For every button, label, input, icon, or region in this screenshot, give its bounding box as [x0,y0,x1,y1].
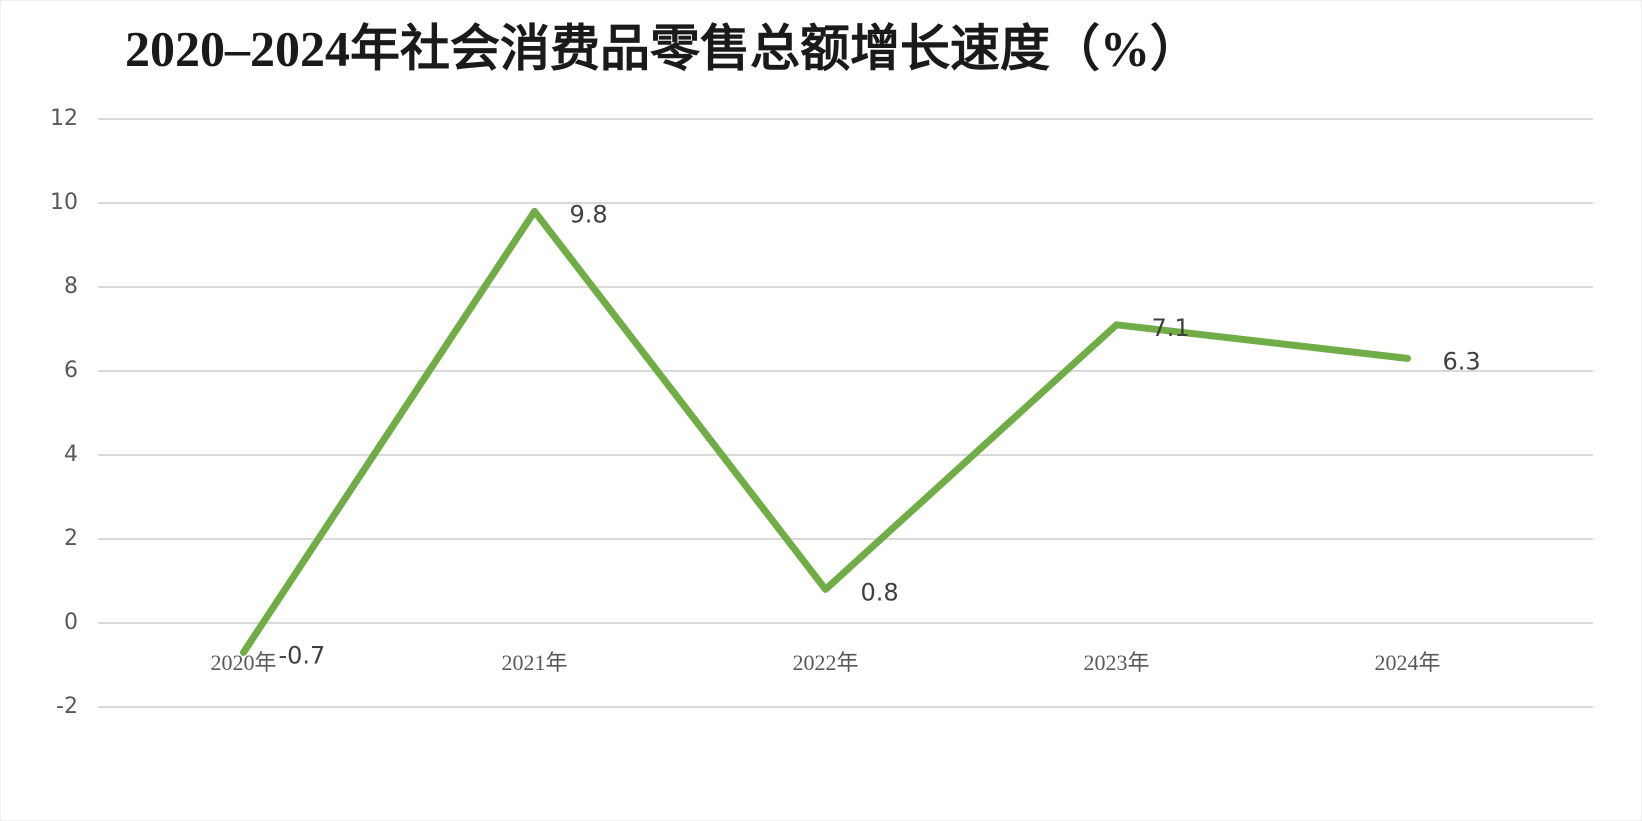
y-tick-label: 0 [64,610,78,635]
y-tick-label: 10 [50,190,78,215]
y-tick-label: 2 [64,526,78,551]
data-line [240,207,1411,656]
data-label: -0.7 [279,641,326,669]
data-label: 7.1 [1152,314,1190,342]
y-tick-label: 4 [64,442,78,467]
x-tick-label: 2022年 [792,650,858,675]
x-tick-label: 2024年 [1374,650,1440,675]
chart-title: 2020–2024年社会消费品零售总额增长速度（%） [125,20,1200,76]
data-label: 6.3 [1443,347,1481,375]
x-tick-label: 2021年 [501,650,567,675]
y-tick-label: 8 [64,274,78,299]
data-label: 0.8 [861,578,899,606]
data-label: 9.8 [570,200,608,228]
y-tick-label: -2 [56,694,78,719]
y-tick-label: 12 [50,106,78,131]
x-tick-label: 2023年 [1083,650,1149,675]
y-tick-label: 6 [64,358,78,383]
